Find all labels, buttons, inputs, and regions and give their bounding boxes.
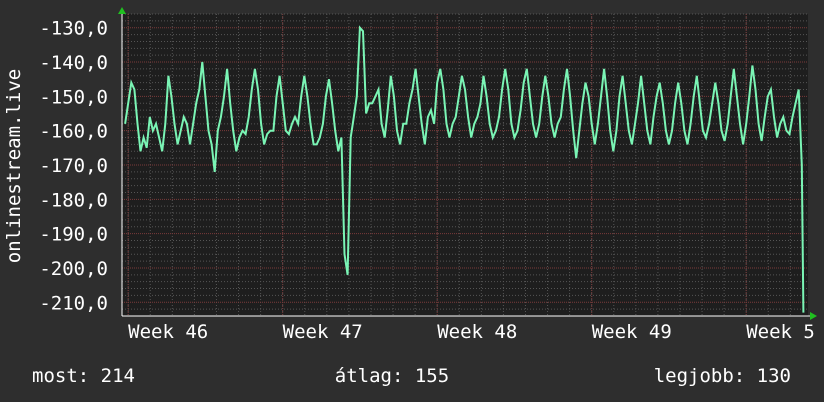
series-line: [124, 25, 805, 313]
x-axis-arrow: [810, 312, 817, 320]
x-tick-label: Week 49: [592, 321, 672, 343]
y-tick-label: -210,0: [39, 292, 108, 314]
y-tick-label: -140,0: [39, 52, 108, 74]
y-axis-label: onlinestream.live: [3, 69, 25, 263]
average-value: átlag: 155: [335, 365, 449, 387]
y-tick-label: -190,0: [39, 224, 108, 246]
x-tick-label: Week 46: [128, 321, 208, 343]
major-grid: [122, 14, 808, 316]
y-tick-label: -170,0: [39, 155, 108, 177]
y-tick-label: -130,0: [39, 18, 108, 40]
x-tick-label: Week 48: [437, 321, 517, 343]
y-tick-label: -180,0: [39, 189, 108, 211]
x-tick-labels: Week 46 Week 47 Week 48 Week 49 Week 5: [128, 321, 815, 343]
x-tick-label: Week 5: [746, 321, 815, 343]
x-tick-label: Week 47: [283, 321, 363, 343]
best-value: legjobb: 130: [654, 365, 791, 387]
axes: [118, 7, 817, 320]
y-tick-label: -150,0: [39, 86, 108, 108]
y-tick-label: -160,0: [39, 121, 108, 143]
y-tick-label: -200,0: [39, 258, 108, 280]
y-axis-arrow: [118, 7, 126, 14]
current-value: most: 214: [32, 365, 135, 387]
y-tick-labels: -130,0 -140,0 -150,0 -160,0 -170,0 -180,0 -190…: [39, 18, 108, 315]
